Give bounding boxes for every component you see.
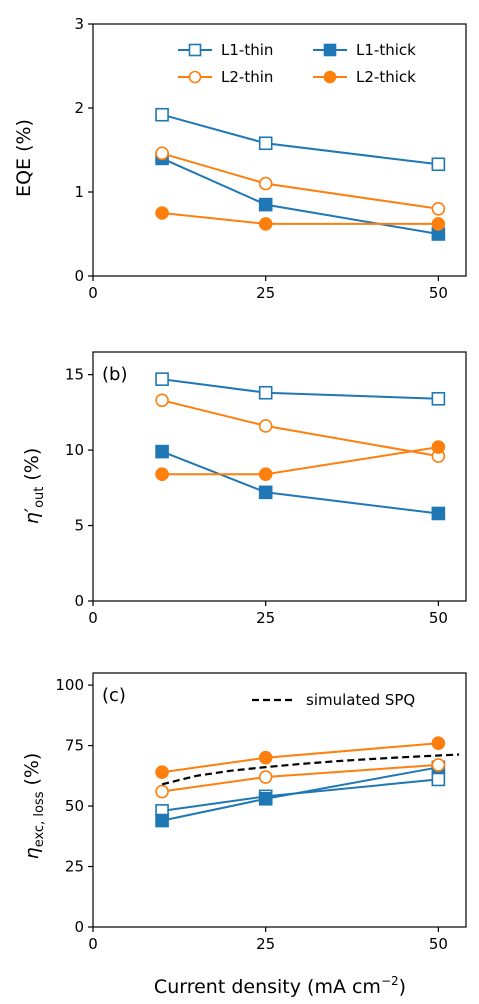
- series-line-b-3: [162, 446, 439, 476]
- data-point-b-3-2: [431, 440, 446, 454]
- panel-a: 0 25 50 0 1 2 3 L1-thin L1-thick L2-thin L2-thick: [74, 15, 467, 302]
- x-tick-label-c-2: 50: [429, 935, 448, 953]
- data-point-a-0-0: [155, 107, 169, 122]
- ylabel-a: EQE (%): [13, 119, 35, 197]
- x-tick-label-a-0: 0: [88, 284, 98, 302]
- legend-label-3: L2-thick: [356, 68, 416, 86]
- x-tick-label-b-2: 50: [429, 609, 448, 627]
- series-line-b-1: [161, 450, 439, 515]
- data-point-c-2-2: [431, 758, 446, 772]
- ylabel-b: η′out (%): [21, 448, 47, 525]
- axes-frame-b: [92, 351, 467, 602]
- series-line-c-4: [161, 753, 460, 786]
- ylabel-c-symbol: η: [21, 847, 43, 859]
- ylabel-c: ηexc, loss (%): [21, 753, 47, 860]
- axes-frame-a: [92, 23, 467, 277]
- data-point-a-0-2: [431, 157, 446, 172]
- legend-marker-0: [188, 43, 202, 57]
- data-point-b-0-2: [431, 391, 446, 406]
- svg-text:η′out(%): η′out (%): [21, 448, 47, 525]
- ylabel-b-sub: out: [32, 487, 47, 508]
- x-tick-label-c-1: 25: [256, 935, 275, 953]
- data-point-b-2-0: [155, 393, 169, 408]
- data-point-c-2-0: [155, 784, 169, 799]
- y-tick-label-a-3: 3: [74, 15, 84, 33]
- x-axis-label: Current density (mA cm−2): [154, 974, 406, 998]
- panel-b: 0 25 50 0 5 10 15 (b): [65, 351, 467, 627]
- legend-marker-2: [188, 70, 202, 84]
- data-point-b-0-1: [258, 385, 273, 400]
- data-point-c-2-1: [258, 770, 273, 784]
- legend-marker-1: [323, 43, 337, 57]
- data-point-c-3-2: [431, 736, 446, 750]
- y-tick-label-c-4: 100: [55, 676, 84, 694]
- ylabel-c-unit: (%): [21, 753, 43, 786]
- panel-c: 0 25 50 0 25 50 75 100 (c) simulated SPQ: [55, 672, 467, 953]
- legend-marker-3: [323, 70, 337, 84]
- series-line-a-2: [161, 152, 439, 210]
- data-point-b-0-0: [155, 372, 169, 386]
- data-point-c-1-0: [155, 813, 169, 828]
- data-point-b-2-1: [258, 419, 273, 433]
- legend-label-2: L2-thin: [221, 68, 273, 86]
- legend-label-0: L1-thin: [221, 41, 273, 59]
- data-point-a-1-1: [258, 197, 273, 212]
- ylabel-b-symbol: η: [21, 512, 43, 524]
- y-tick-label-b-0: 0: [74, 592, 84, 610]
- ylabel-b-unit: (%): [21, 448, 43, 481]
- axes-frame-c: [92, 672, 467, 928]
- x-tick-label-a-2: 50: [429, 284, 448, 302]
- svg-text:ηexc, loss(%): ηexc, loss (%): [21, 753, 47, 860]
- data-point-a-2-1: [258, 176, 273, 191]
- y-tick-label-b-2: 10: [65, 441, 84, 459]
- legend-label-1: L1-thick: [356, 41, 416, 59]
- series-line-a-3: [161, 212, 439, 225]
- data-point-a-0-1: [258, 136, 273, 151]
- x-tick-label-a-1: 25: [256, 284, 275, 302]
- panel-label-b: (b): [102, 364, 127, 385]
- x-tick-label-b-1: 25: [256, 609, 275, 627]
- data-point-a-2-2: [431, 202, 446, 216]
- y-tick-label-a-2: 2: [74, 99, 84, 117]
- y-tick-label-c-3: 75: [65, 737, 84, 755]
- data-point-a-3-2: [431, 217, 446, 231]
- data-point-b-3-1: [258, 467, 273, 482]
- legend-a: L1-thin L1-thick L2-thin L2-thick: [178, 41, 416, 86]
- legend-label-sim: simulated SPQ: [306, 691, 415, 709]
- x-tick-label-c-0: 0: [88, 935, 98, 953]
- data-point-c-0-2: [431, 772, 446, 787]
- x-tick-label-b-0: 0: [88, 609, 98, 627]
- series-line-a-0: [161, 113, 439, 166]
- data-point-a-3-0: [155, 206, 169, 220]
- data-point-b-1-0: [155, 444, 169, 459]
- ylabel-a-text: EQE (%): [13, 119, 35, 197]
- y-tick-label-b-1: 5: [74, 517, 84, 535]
- series-line-b-0: [161, 378, 439, 400]
- y-tick-label-c-0: 0: [74, 918, 84, 936]
- ylabel-b-prime: ′: [21, 508, 43, 512]
- legend-c: simulated SPQ: [252, 691, 415, 709]
- data-point-c-3-0: [155, 765, 169, 779]
- y-tick-label-a-0: 0: [74, 267, 84, 285]
- y-tick-label-c-1: 25: [65, 858, 84, 876]
- data-point-a-3-1: [258, 217, 273, 231]
- series-line-c-2: [161, 763, 439, 793]
- y-tick-label-b-3: 15: [65, 366, 84, 384]
- y-tick-label-c-2: 50: [65, 797, 84, 815]
- panel-label-c: (c): [102, 685, 126, 706]
- data-point-a-2-0: [155, 146, 169, 161]
- data-point-c-1-1: [258, 791, 273, 806]
- data-point-b-3-0: [155, 467, 169, 482]
- series-line-c-0: [161, 778, 439, 812]
- data-point-b-1-1: [258, 485, 273, 500]
- series-line-b-2: [161, 399, 439, 458]
- series-line-a-1: [161, 157, 439, 235]
- data-point-c-3-1: [258, 750, 273, 765]
- data-point-b-1-2: [431, 506, 446, 521]
- ylabel-c-sub: exc, loss: [32, 791, 47, 847]
- y-tick-label-a-1: 1: [74, 183, 84, 201]
